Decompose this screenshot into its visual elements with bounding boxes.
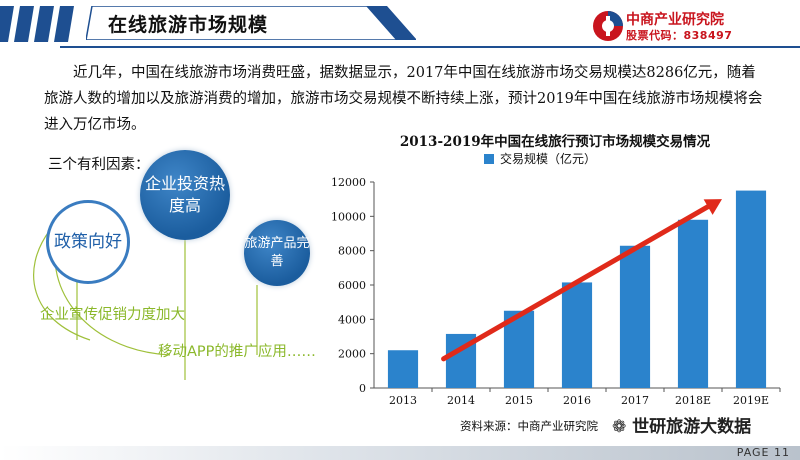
legend-label: 交易规模（亿元）	[500, 151, 596, 166]
intro-paragraph: 近几年，中国在线旅游市场消费旺盛，据数据显示，2017年中国在线旅游市场交易规模…	[44, 65, 763, 133]
chart-title: 2013-2019年中国在线旅行预订市场规模交易情况	[399, 134, 711, 150]
watermark-text: 世研旅游大数据	[632, 417, 752, 437]
page-number: PAGE 11	[736, 446, 790, 459]
promo-text: 企业宣传促销力度加大	[40, 307, 185, 323]
legend-swatch	[484, 154, 494, 164]
footer-bar	[0, 446, 800, 460]
header-stripes	[0, 6, 74, 42]
y-tick-label: 12000	[331, 176, 366, 189]
bar	[677, 219, 709, 388]
data-source: 资料来源：中商产业研究院	[460, 419, 598, 433]
bar	[561, 282, 593, 388]
watermark: ❁ 世研旅游大数据	[612, 412, 751, 437]
stock-code: 股票代码：838497	[626, 29, 733, 42]
bar-chart: 交易规模（亿元） 0 2000 4000 6000 8000 10000 12000 2013 2…	[331, 151, 781, 407]
x-tick-label: 2019E	[733, 394, 769, 407]
x-tick-label: 2014	[447, 394, 475, 407]
y-tick-label: 0	[359, 382, 366, 395]
header-divider	[60, 46, 800, 48]
x-tick-label: 2018E	[675, 394, 711, 407]
trend-arrow-head	[703, 199, 722, 215]
y-tick-label: 10000	[331, 210, 366, 223]
x-tick-label: 2017	[621, 394, 649, 407]
product-bubble: 旅游产品完善	[244, 220, 310, 286]
bar	[735, 190, 767, 388]
x-tick-label: 2015	[505, 394, 533, 407]
investment-bubble: 企业投资热度高	[140, 150, 230, 240]
mobile-app-text: 移动APP的推广应用……	[158, 344, 316, 360]
policy-bubble: 政策向好	[46, 200, 130, 284]
bar	[619, 245, 651, 388]
page-title: 在线旅游市场规模	[108, 14, 269, 36]
y-tick-label: 8000	[338, 245, 366, 258]
x-tick-label: 2016	[563, 394, 591, 407]
x-tick-label: 2013	[389, 394, 417, 407]
y-tick-label: 2000	[338, 348, 366, 361]
wechat-icon: ❁	[612, 417, 633, 437]
y-tick-label: 4000	[338, 313, 366, 326]
logo-name: 中商产业研究院	[626, 12, 724, 28]
y-tick-label: 6000	[338, 279, 366, 292]
logo-icon	[593, 11, 623, 41]
bar	[387, 350, 419, 388]
factors-heading: 三个有利因素：	[48, 157, 150, 173]
trend-arrow	[441, 200, 717, 362]
title-band	[86, 6, 416, 40]
